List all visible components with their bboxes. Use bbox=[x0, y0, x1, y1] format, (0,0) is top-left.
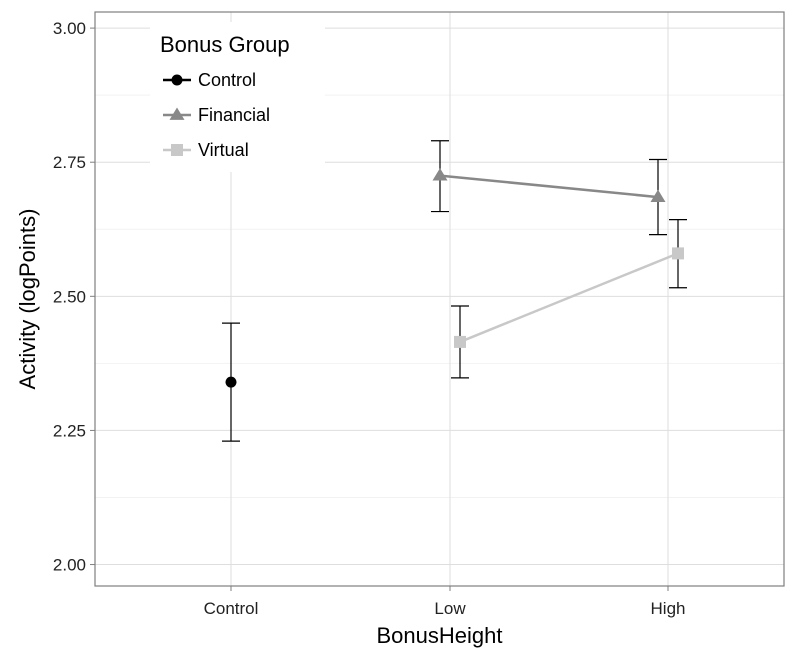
legend-label: Control bbox=[198, 70, 256, 90]
legend-label: Virtual bbox=[198, 140, 249, 160]
x-axis: Control Low High bbox=[204, 586, 686, 618]
data-point-virtual bbox=[672, 247, 684, 259]
y-tick-label: 2.00 bbox=[53, 556, 86, 575]
data-point-control bbox=[226, 377, 237, 388]
legend-key-marker bbox=[171, 144, 183, 156]
series-line-financial bbox=[440, 176, 658, 197]
y-tick-label: 2.50 bbox=[53, 287, 86, 306]
y-tick-label: 2.25 bbox=[53, 421, 86, 440]
legend-label: Financial bbox=[198, 105, 270, 125]
data-point-virtual bbox=[454, 336, 466, 348]
series-line-virtual bbox=[460, 253, 678, 342]
x-axis-title: BonusHeight bbox=[377, 623, 503, 648]
y-axis: 2.00 2.25 2.50 2.75 3.00 bbox=[53, 19, 95, 574]
y-tick-label: 3.00 bbox=[53, 19, 86, 38]
y-tick-label: 2.75 bbox=[53, 153, 86, 172]
x-tick-label: Control bbox=[204, 599, 259, 618]
legend-key-marker bbox=[172, 75, 183, 86]
series-layer bbox=[222, 141, 687, 441]
legend-title: Bonus Group bbox=[160, 32, 290, 57]
x-tick-label: Low bbox=[434, 599, 466, 618]
y-axis-title: Activity (logPoints) bbox=[15, 209, 40, 390]
data-point-financial bbox=[433, 168, 448, 180]
x-tick-label: High bbox=[651, 599, 686, 618]
legend: Bonus Group Control Financial Virtual bbox=[150, 22, 325, 172]
